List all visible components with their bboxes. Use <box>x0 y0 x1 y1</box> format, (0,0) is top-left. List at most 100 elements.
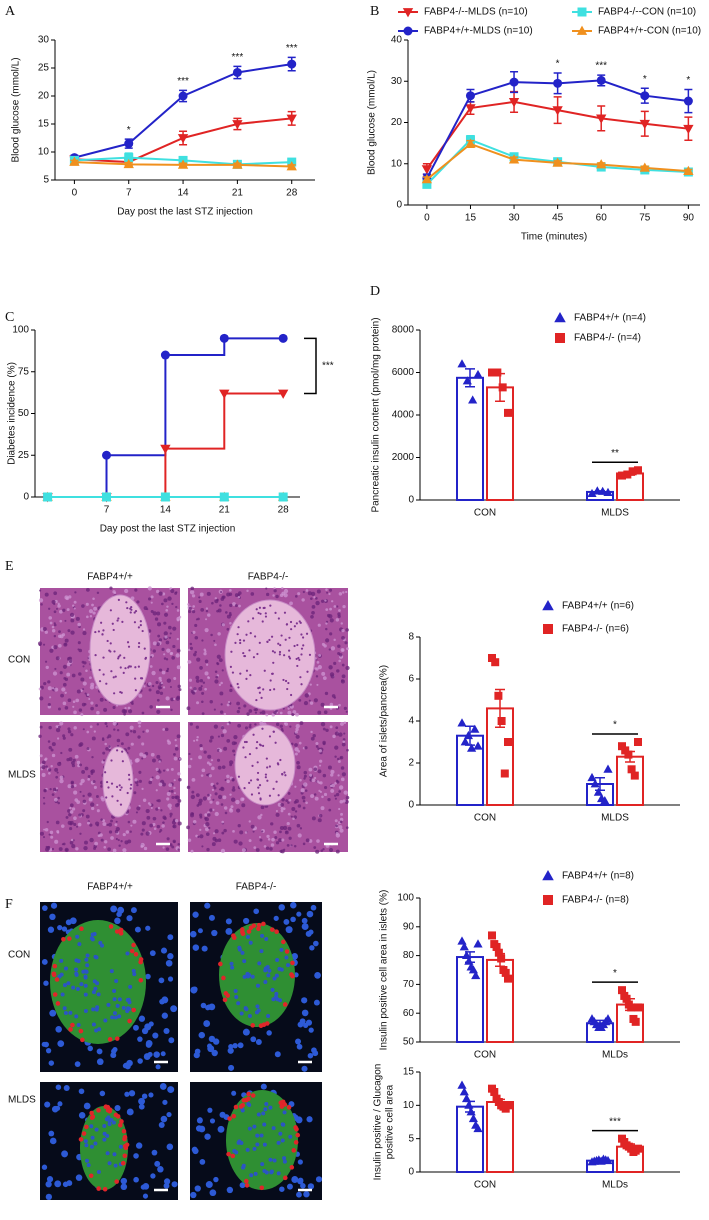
glucagon-cell <box>294 1126 299 1132</box>
tissue-texture <box>64 677 69 681</box>
tissue-texture <box>228 589 232 592</box>
nucleus <box>46 1176 54 1183</box>
glucagon-cell <box>284 949 290 954</box>
islet-nucleus <box>239 641 242 645</box>
tissue-texture <box>122 833 126 837</box>
tissue-texture <box>64 691 67 695</box>
islet-nucleus <box>113 1015 118 1020</box>
significance-label: ** <box>611 448 619 459</box>
tissue-texture <box>146 815 151 820</box>
x-tick-label: 21 <box>219 505 231 516</box>
tissue-texture <box>338 653 343 657</box>
islet-nucleus <box>243 740 247 744</box>
islet-nucleus <box>268 638 271 642</box>
tissue-texture <box>49 648 54 653</box>
tissue-texture <box>237 596 241 599</box>
tissue-texture <box>218 658 223 663</box>
tissue-texture <box>280 849 285 854</box>
tissue-texture <box>280 809 284 813</box>
nucleus <box>192 911 199 918</box>
islet-nucleus <box>241 1163 246 1168</box>
tissue-texture <box>86 588 90 592</box>
tissue-texture <box>297 592 301 596</box>
tissue-texture <box>57 643 62 648</box>
tissue-texture <box>51 599 56 605</box>
tissue-texture <box>110 836 114 840</box>
glucagon-cell <box>123 1145 129 1151</box>
islet-nucleus <box>252 1124 257 1129</box>
tissue-texture <box>207 676 211 680</box>
nucleus <box>194 1048 201 1055</box>
tissue-texture <box>96 803 99 807</box>
tissue-texture <box>253 708 257 712</box>
tissue-texture <box>140 845 144 848</box>
tissue-texture <box>296 765 301 770</box>
data-point <box>603 1014 613 1023</box>
y-axis-label: Insulin positive / Glucagon <box>373 1064 384 1181</box>
islet-nucleus <box>84 1158 89 1163</box>
islet-nucleus <box>131 968 136 973</box>
tissue-texture <box>213 708 216 711</box>
y-tick-label: 30 <box>38 35 50 46</box>
glucagon-cell <box>250 1023 256 1028</box>
islet-nucleus <box>296 643 299 647</box>
islet-nucleus <box>109 1117 114 1122</box>
tissue-texture <box>55 656 60 661</box>
tissue-texture <box>42 627 47 632</box>
tissue-texture <box>83 845 88 851</box>
tissue-texture <box>191 594 196 598</box>
nucleus <box>204 902 211 909</box>
tissue-texture <box>217 632 221 636</box>
nucleus <box>191 1146 198 1153</box>
tissue-texture <box>201 768 206 773</box>
nucleus <box>285 926 293 934</box>
nucleus <box>145 925 151 931</box>
tissue-texture <box>318 789 321 793</box>
tissue-texture <box>85 602 89 606</box>
glucagon-cell <box>290 973 295 979</box>
tissue-texture <box>217 735 220 738</box>
legend-marker <box>542 600 554 611</box>
nucleus <box>306 910 314 918</box>
tissue-texture <box>212 798 215 801</box>
tissue-texture <box>338 790 341 793</box>
data-point <box>465 91 475 101</box>
tissue-texture <box>160 681 164 685</box>
y-axis-label: Insulin positive cell area in islets (%) <box>379 890 390 1051</box>
islet-nucleus <box>269 679 272 682</box>
legend-label: FABP4+/+ (n=8) <box>562 871 634 882</box>
tissue-texture <box>139 752 144 757</box>
tissue-texture <box>289 725 292 728</box>
tissue-texture <box>201 700 204 704</box>
tissue-texture <box>188 678 193 682</box>
tissue-texture <box>105 746 109 751</box>
nucleus <box>166 1143 174 1151</box>
tissue-texture <box>87 792 92 797</box>
tissue-texture <box>287 707 290 710</box>
tissue-texture <box>75 698 80 703</box>
nucleus <box>160 1115 168 1123</box>
islet-nucleus <box>257 786 260 789</box>
nucleus <box>75 1174 83 1181</box>
islet-nucleus <box>139 623 142 627</box>
tissue-texture <box>322 676 327 681</box>
nucleus <box>219 1111 226 1118</box>
tissue-texture <box>57 707 61 711</box>
tissue-texture <box>186 825 190 830</box>
tissue-texture <box>115 837 118 841</box>
tissue-texture <box>59 775 64 780</box>
glucagon-cell <box>222 997 228 1003</box>
islet-nucleus <box>116 799 119 802</box>
tissue-texture <box>207 613 211 617</box>
tissue-texture <box>337 612 341 616</box>
islet-nucleus <box>255 1004 260 1009</box>
glucagon-cell <box>256 922 262 928</box>
islet-nucleus <box>242 651 245 655</box>
islet-nucleus <box>234 1150 239 1155</box>
data-point <box>461 1093 472 1103</box>
tissue-texture <box>55 775 58 779</box>
tissue-texture <box>166 791 171 796</box>
nucleus <box>306 1116 313 1123</box>
nucleus <box>133 1153 139 1159</box>
islet-nucleus <box>117 598 120 602</box>
